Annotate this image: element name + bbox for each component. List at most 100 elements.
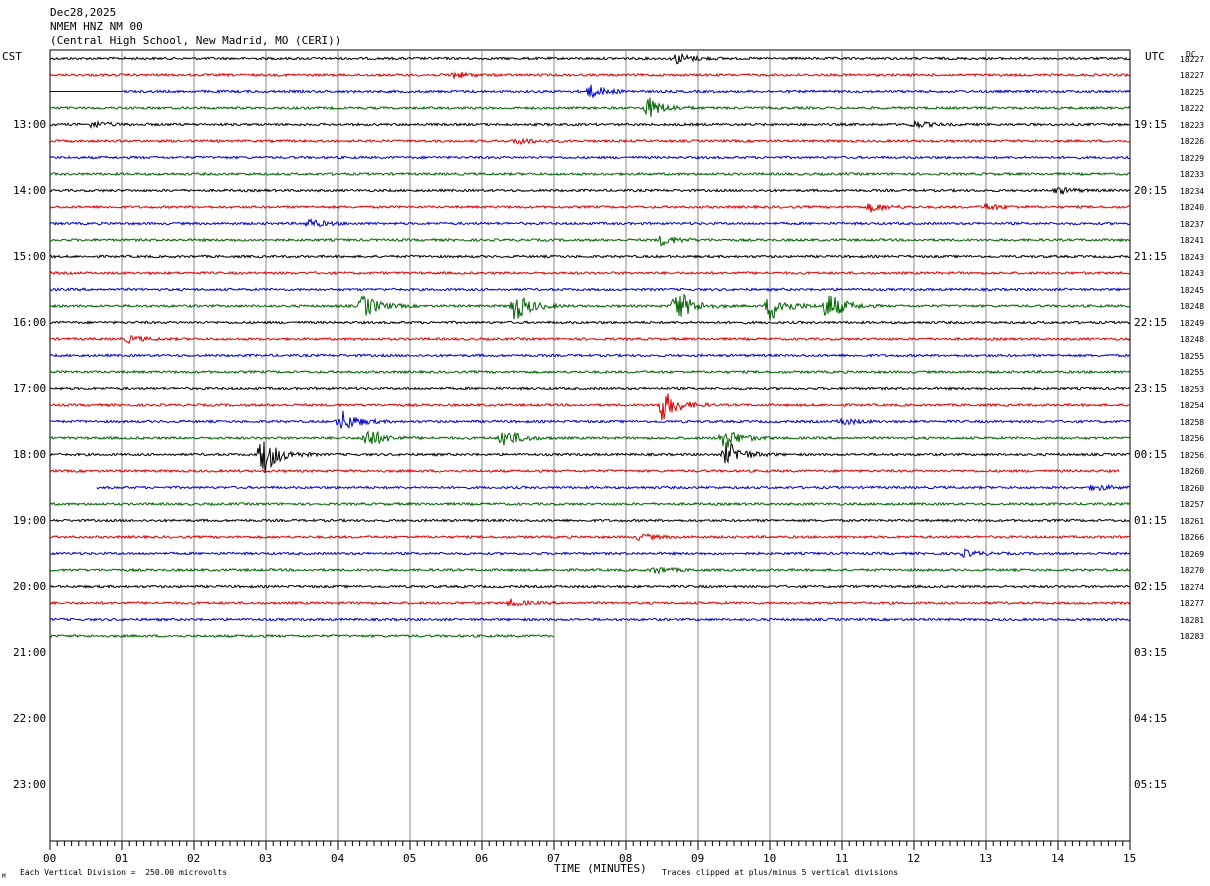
- dc-offset-label: 18226: [1180, 137, 1205, 146]
- trace-line: [49, 386, 1131, 391]
- station-location: (Central High School, New Madrid, MO (CE…: [50, 34, 342, 47]
- cst-hour-label: 18:00: [13, 447, 47, 461]
- trace-line: [49, 71, 1131, 79]
- x-tick-label: 14: [1051, 852, 1065, 865]
- utc-axis-title: UTC: [1145, 50, 1165, 63]
- utc-hour-label: 02:15: [1134, 579, 1168, 593]
- dc-offset-label: 18223: [1180, 120, 1205, 130]
- dc-offset-label: 18269: [1180, 549, 1205, 559]
- dc-offset-label: 18248: [1180, 302, 1205, 311]
- utc-hour-label: 00:15: [1134, 447, 1168, 461]
- trace-line: [49, 598, 1131, 607]
- trace-line: [49, 532, 1131, 542]
- dc-offset-label: 18245: [1180, 285, 1205, 295]
- x-tick-label: 03: [259, 852, 273, 865]
- trace-line: [49, 369, 1131, 375]
- trace-line: [49, 320, 1131, 325]
- utc-hour-label: 21:15: [1134, 249, 1168, 263]
- scale-note: Each Vertical Division = 250.00 microvol…: [20, 868, 228, 877]
- trace-line: [49, 410, 1131, 429]
- trace-line: [49, 235, 1131, 247]
- cst-hour-label: 20:00: [13, 579, 47, 593]
- x-tick-label: 15: [1123, 852, 1137, 865]
- x-tick-label: 07: [547, 852, 561, 865]
- cst-hour-label: 22:00: [13, 711, 47, 725]
- dc-offset-label: 18222: [1180, 104, 1205, 113]
- x-tick-label: 08: [619, 852, 633, 865]
- time-axis: [49, 840, 1131, 850]
- x-tick-label: 11: [835, 852, 849, 865]
- footer-mark: M: [2, 873, 6, 880]
- trace-line: [49, 52, 1131, 65]
- x-tick-label: 04: [331, 852, 345, 865]
- dc-offset-label: 18277: [1180, 599, 1205, 608]
- trace-line: [50, 518, 1131, 523]
- trace-line: [49, 119, 1131, 130]
- x-tick-label: 13: [979, 852, 993, 865]
- x-tick-label: 00: [43, 852, 57, 865]
- dc-offset-label: 18283: [1180, 632, 1205, 641]
- dc-offset-label: 18241: [1180, 236, 1205, 245]
- trace-line: [49, 617, 1131, 622]
- dc-offset-label: 18256: [1180, 434, 1205, 443]
- x-axis-title: TIME (MINUTES): [554, 862, 647, 875]
- dc-offset-label: 18260: [1180, 467, 1205, 476]
- utc-hour-label: 04:15: [1134, 711, 1168, 725]
- trace-line: [49, 270, 1131, 276]
- trace-line: [49, 97, 1131, 117]
- cst-hour-label: 19:00: [13, 513, 47, 527]
- station-title: NMEM HNZ NM 00: [50, 20, 143, 33]
- trace-line: [49, 393, 1131, 421]
- cst-hour-label: 13:00: [13, 117, 47, 131]
- trace-line: [49, 566, 1131, 575]
- dc-offset-label: 18260: [1180, 483, 1205, 493]
- dc-offset-label: 18234: [1180, 186, 1205, 196]
- dc-offset-label: 18248: [1180, 335, 1205, 344]
- dc-offset-label: 18227: [1180, 71, 1205, 80]
- dc-offset-label: 18225: [1180, 87, 1205, 97]
- cst-hour-label: 23:00: [13, 777, 47, 791]
- dc-offset-label: 18237: [1180, 219, 1205, 229]
- dc-offset-label: 18255: [1180, 368, 1205, 377]
- utc-hour-label: 23:15: [1134, 381, 1168, 395]
- trace-line: [49, 430, 1131, 448]
- x-tick-label: 01: [115, 852, 129, 865]
- trace-line: [49, 287, 1131, 292]
- cst-hour-label: 15:00: [13, 249, 47, 263]
- x-tick-label: 05: [403, 852, 417, 865]
- utc-hour-label: 19:15: [1134, 117, 1168, 131]
- cst-hour-label: 14:00: [13, 183, 47, 197]
- trace-line: [49, 203, 1131, 213]
- utc-hour-label: 20:15: [1134, 183, 1168, 197]
- trace-line: [49, 155, 1131, 160]
- dc-offset-label: 18270: [1180, 566, 1205, 575]
- dc-offset-label: 18274: [1180, 582, 1205, 592]
- dc-offset-label: 18281: [1180, 615, 1205, 625]
- trace-line: [49, 171, 1131, 177]
- trace-line: [50, 84, 1131, 100]
- x-tick-label: 06: [475, 852, 489, 865]
- dc-offset-label: 18266: [1180, 533, 1205, 542]
- trace-line: [49, 137, 1131, 146]
- trace-line: [49, 254, 1131, 259]
- trace-line: [49, 441, 1131, 473]
- trace-line: [49, 334, 1131, 345]
- trace-line: [49, 633, 555, 639]
- dc-offset-label: 18229: [1180, 153, 1205, 163]
- trace-line: [49, 218, 1131, 228]
- dc-offset-label: 18253: [1180, 384, 1205, 394]
- dc-offset-label: 18257: [1180, 500, 1205, 509]
- utc-hour-label: 22:15: [1134, 315, 1168, 329]
- utc-hour-label: 01:15: [1134, 513, 1168, 527]
- cst-hour-label: 17:00: [13, 381, 47, 395]
- dc-offset-label: 18243: [1180, 269, 1205, 278]
- trace-line: [49, 468, 1120, 474]
- dc-offset-label: 18254: [1180, 401, 1205, 410]
- dc-offset-label: 18255: [1180, 351, 1205, 361]
- trace-line: [49, 186, 1131, 196]
- dc-offset-label: 18243: [1180, 252, 1205, 262]
- dc-offset-label: 18261: [1180, 516, 1205, 526]
- x-tick-label: 10: [763, 852, 777, 865]
- seismic-traces: [49, 52, 1131, 639]
